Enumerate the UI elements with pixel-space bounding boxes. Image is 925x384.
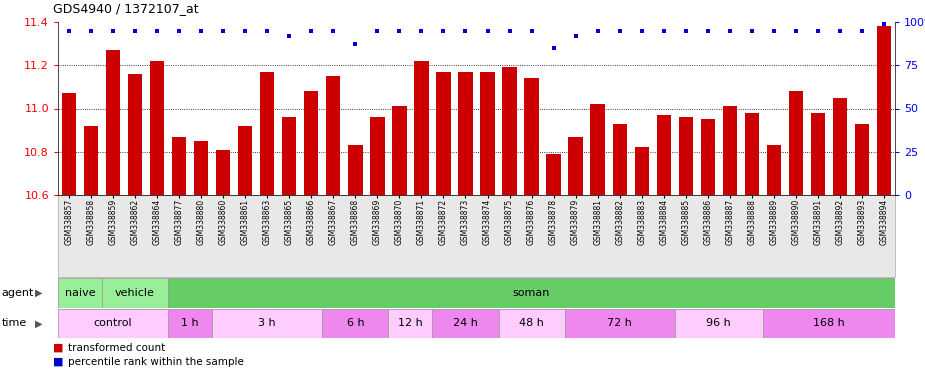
Bar (877, 26, 891, 195)
Bar (745, 113, 759, 195)
Bar (612, 124, 627, 195)
Bar (635, 147, 648, 195)
Bar (128, 74, 142, 195)
Text: ■: ■ (54, 343, 64, 353)
Bar (679, 117, 693, 195)
Bar (392, 106, 407, 195)
Bar (84, 126, 98, 195)
Bar (524, 78, 538, 195)
Bar (437, 72, 450, 195)
Bar (102, 278, 168, 308)
Text: ■: ■ (54, 357, 64, 367)
Text: 12 h: 12 h (398, 318, 423, 328)
Bar (212, 309, 322, 338)
Bar (458, 72, 473, 195)
Bar (238, 126, 253, 195)
Bar (480, 72, 495, 195)
Bar (414, 61, 428, 195)
Bar (722, 106, 737, 195)
Bar (150, 61, 165, 195)
Bar (547, 154, 561, 195)
Text: ▶: ▶ (35, 318, 43, 328)
Bar (194, 141, 208, 195)
Text: percentile rank within the sample: percentile rank within the sample (68, 357, 244, 367)
Bar (832, 98, 847, 195)
Bar (322, 309, 388, 338)
Text: agent: agent (2, 288, 34, 298)
Text: vehicle: vehicle (115, 288, 155, 298)
Bar (810, 113, 825, 195)
Bar (564, 309, 674, 338)
Text: 168 h: 168 h (813, 318, 845, 328)
Bar (216, 150, 230, 195)
Text: 6 h: 6 h (347, 318, 364, 328)
Bar (348, 145, 363, 195)
Bar (433, 309, 499, 338)
Text: 24 h: 24 h (453, 318, 478, 328)
Bar (388, 309, 433, 338)
Bar (502, 68, 517, 195)
Bar (590, 104, 605, 195)
Text: ▶: ▶ (35, 288, 43, 298)
Bar (58, 309, 168, 338)
Bar (58, 278, 102, 308)
Bar (499, 309, 564, 338)
Text: time: time (2, 318, 27, 328)
Text: 96 h: 96 h (707, 318, 731, 328)
Bar (172, 137, 186, 195)
Bar (327, 76, 340, 195)
Text: 1 h: 1 h (181, 318, 199, 328)
Bar (282, 117, 296, 195)
Text: transformed count: transformed count (68, 343, 166, 353)
Bar (674, 309, 763, 338)
Text: GDS4940 / 1372107_at: GDS4940 / 1372107_at (54, 2, 199, 15)
Bar (105, 50, 120, 195)
Text: 3 h: 3 h (258, 318, 276, 328)
Text: soman: soman (512, 288, 550, 298)
Text: naive: naive (65, 288, 95, 298)
Text: 72 h: 72 h (607, 318, 632, 328)
Bar (370, 117, 385, 195)
Bar (304, 91, 318, 195)
Bar (855, 124, 870, 195)
Text: 48 h: 48 h (519, 318, 544, 328)
Text: control: control (93, 318, 132, 328)
Bar (569, 137, 583, 195)
Bar (789, 91, 803, 195)
Bar (767, 145, 781, 195)
Bar (62, 93, 76, 195)
Bar (168, 309, 212, 338)
Bar (700, 119, 715, 195)
Bar (260, 72, 275, 195)
Bar (168, 278, 895, 308)
Bar (657, 115, 671, 195)
Bar (763, 309, 895, 338)
